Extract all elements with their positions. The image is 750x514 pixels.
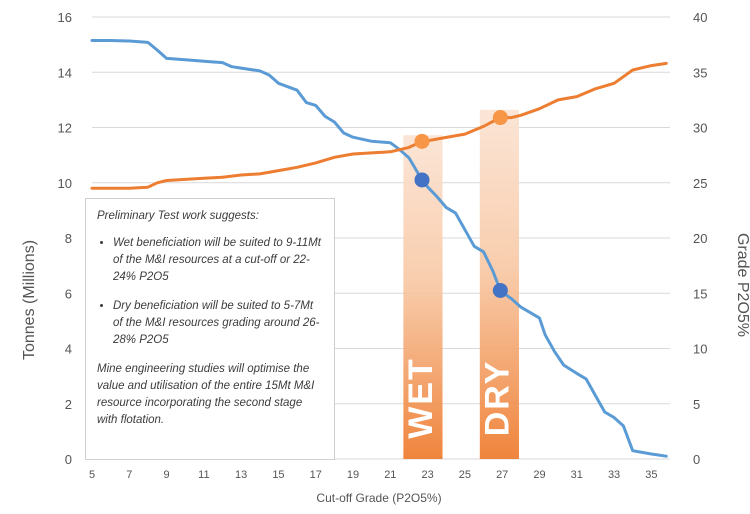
right-axis-title: Grade P2O5% (734, 233, 750, 337)
marker-left-1 (492, 282, 508, 298)
x-tick-6: 17 (310, 469, 322, 481)
x-axis-ticks: 5 7 9 11 13 15 17 19 21 23 25 27 29 31 33 35 (89, 469, 658, 481)
x-tick-3: 11 (198, 469, 209, 481)
annotation-closing: Mine engineering studies will optimise t… (97, 363, 315, 426)
right-tick-8: 40 (693, 10, 707, 25)
grade-line (90, 61, 668, 190)
right-tick-3: 15 (693, 286, 707, 301)
x-tick-1: 7 (126, 469, 132, 481)
right-tick-4: 20 (693, 231, 707, 246)
band-label-wet: WET (402, 357, 440, 439)
right-tick-1: 5 (693, 397, 700, 412)
x-tick-14: 33 (608, 469, 620, 481)
marker-left-0 (414, 172, 430, 188)
band-label-dry: DRY (478, 360, 516, 437)
right-tick-0: 0 (693, 452, 700, 467)
left-tick-2: 4 (65, 342, 72, 357)
series-markers (414, 110, 508, 298)
x-tick-4: 13 (235, 469, 247, 481)
x-tick-2: 9 (164, 469, 170, 481)
left-axis-title: Tonnes (Millions) (21, 240, 38, 360)
x-tick-11: 27 (496, 469, 508, 481)
right-tick-5: 25 (693, 176, 707, 191)
right-axis-ticks: 0 5 10 15 20 25 30 35 40 (693, 10, 707, 467)
left-tick-7: 14 (58, 65, 72, 80)
x-tick-13: 31 (571, 469, 583, 481)
x-axis-title: Cut-off Grade (P2O5%) (316, 491, 441, 505)
left-tick-3: 6 (65, 286, 72, 301)
x-tick-10: 25 (459, 469, 471, 481)
marker-right-2 (414, 133, 430, 149)
left-tick-4: 8 (65, 231, 72, 246)
right-tick-6: 30 (693, 121, 707, 136)
band-labels: WET DRY (402, 357, 516, 439)
left-tick-0: 0 (65, 452, 72, 467)
annotation-bullet-wet: Wet beneficiation will be suited to 9-11… (113, 235, 324, 286)
x-tick-9: 23 (421, 469, 433, 481)
annotation-intro: Preliminary Test work suggests: (97, 210, 259, 222)
right-tick-2: 10 (693, 342, 707, 357)
marker-right-3 (492, 110, 508, 126)
x-tick-7: 19 (347, 469, 359, 481)
x-tick-8: 21 (384, 469, 396, 481)
annotation-box: Preliminary Test work suggests: Wet bene… (85, 198, 335, 460)
x-tick-0: 5 (89, 469, 95, 481)
left-axis-ticks: 0 2 4 6 8 10 12 14 16 (58, 10, 72, 467)
band-wet (403, 135, 443, 460)
left-tick-5: 10 (58, 176, 72, 191)
x-tick-15: 35 (645, 469, 657, 481)
right-tick-7: 35 (693, 65, 707, 80)
annotation-bullets: Wet beneficiation will be suited to 9-11… (97, 235, 324, 349)
left-tick-8: 16 (58, 10, 72, 25)
left-tick-1: 2 (65, 397, 72, 412)
x-tick-12: 29 (533, 469, 545, 481)
x-tick-5: 15 (272, 469, 284, 481)
left-tick-6: 12 (58, 121, 72, 136)
annotation-bullet-dry: Dry beneficiation will be suited to 5-7M… (113, 298, 324, 349)
